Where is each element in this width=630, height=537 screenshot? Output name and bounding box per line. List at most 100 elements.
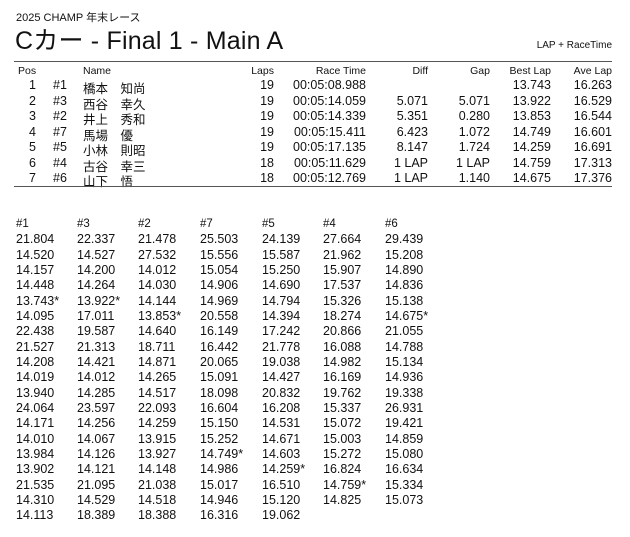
lap-time: 14.794 [262, 293, 301, 308]
lap-time: 14.121 [77, 462, 116, 477]
lap-time: 14.448 [16, 278, 55, 293]
lap-time: 14.394 [262, 308, 301, 323]
cell-laps: 19 [260, 109, 274, 123]
lap-time: 27.664 [323, 232, 362, 247]
lap-time: 15.120 [262, 492, 301, 507]
cell-ave-lap: 16.544 [573, 109, 612, 123]
best-lap-time: 13.853* [138, 308, 182, 323]
cell-best-lap: 14.759 [512, 155, 551, 170]
lap-time: 15.250 [262, 262, 301, 277]
lap-column-header: #1 [16, 218, 29, 230]
lap-time: 14.640 [138, 324, 177, 339]
lap-time: 16.149 [200, 324, 239, 339]
lap-time: 21.535 [16, 477, 55, 492]
lap-time: 14.310 [16, 492, 55, 507]
lap-time: 20.866 [323, 324, 362, 339]
lap-time: 15.091 [200, 370, 239, 385]
best-lap-time: 13.743* [16, 293, 60, 308]
lap-time: 25.503 [200, 232, 239, 247]
lap-time: 14.871 [138, 354, 177, 369]
lap-time: 15.907 [323, 262, 362, 277]
cell-driver-name: 古谷 幸三 [83, 159, 146, 174]
cell-laps: 19 [260, 78, 274, 92]
cell-driver-name: 小林 則昭 [83, 144, 146, 158]
header-ave-lap: Ave Lap [573, 65, 612, 77]
lap-time: 22.093 [138, 400, 177, 415]
cell-ave-lap: 16.263 [573, 78, 612, 92]
cell-best-lap: 13.853 [512, 109, 551, 123]
cell-pos: 1 [29, 78, 36, 92]
lap-time: 19.062 [262, 508, 301, 523]
table-row: 3 #2 井上 秀和 19 00:05:14.339 5.351 0.280 13.853 16… [0, 109, 630, 127]
lap-time: 22.337 [77, 232, 116, 247]
lap-column: #3 22.337 14.527 14.200 14.264 13.922* 17.011 1… [77, 217, 120, 524]
lap-time: 14.986 [200, 462, 239, 477]
lap-time: 19.038 [262, 354, 301, 369]
lap-time: 13.902 [16, 462, 55, 477]
lap-time: 14.019 [16, 370, 55, 385]
lap-time: 14.200 [77, 262, 116, 277]
lap-time: 15.138 [385, 293, 424, 308]
lap-time: 18.098 [200, 385, 239, 400]
header-laps: Laps [251, 65, 274, 77]
best-lap-time: 14.259* [262, 462, 306, 477]
event-name: 2025 CHAMP 年末レース [16, 12, 141, 24]
lap-time: 13.927 [138, 446, 177, 461]
lap-time: 13.984 [16, 446, 55, 461]
lap-time: 20.558 [200, 308, 239, 323]
lap-time: 14.890 [385, 262, 424, 277]
lap-time: 13.915 [138, 431, 177, 446]
cell-ave-lap: 16.691 [573, 140, 612, 154]
lap-column: #4 27.664 21.962 15.907 17.537 15.326 18.274 20… [323, 217, 366, 508]
lap-time: 16.208 [262, 400, 301, 415]
cell-laps: 19 [260, 124, 274, 139]
lap-time: 15.017 [200, 477, 239, 492]
lap-column: #6 29.439 15.208 14.890 14.836 15.138 14.675* 2… [385, 217, 428, 508]
lap-time: 14.067 [77, 431, 116, 446]
lap-time: 24.064 [16, 400, 55, 415]
lap-time: 14.256 [77, 416, 116, 431]
cell-driver-name: 橋本 知尚 [83, 82, 146, 96]
lap-time: 19.587 [77, 324, 116, 339]
lap-column-header: #5 [262, 218, 275, 230]
lap-time: 17.011 [77, 308, 115, 323]
table-row: 6 #4 古谷 幸三 18 00:05:11.629 1 LAP 1 LAP 14.759 17… [0, 155, 630, 174]
lap-time: 15.334 [385, 477, 424, 492]
cell-laps: 19 [260, 93, 274, 108]
lap-time: 14.531 [262, 416, 301, 431]
cell-gap: 5.071 [458, 93, 490, 108]
lap-time: 14.836 [385, 278, 424, 293]
cell-ave-lap: 17.376 [573, 171, 612, 185]
header-race-time: Race Time [315, 65, 366, 77]
lap-column-header: #2 [138, 218, 151, 230]
lap-column-header: #4 [323, 218, 336, 230]
lap-time: 14.012 [77, 370, 116, 385]
cell-best-lap: 13.922 [512, 93, 551, 108]
lap-time: 14.671 [262, 431, 301, 446]
lap-time: 14.421 [77, 354, 116, 369]
cell-gap: 1.724 [458, 140, 490, 154]
cell-ave-lap: 17.313 [573, 155, 612, 170]
lap-time: 15.326 [323, 293, 362, 308]
lap-column: #7 25.503 15.556 15.054 14.906 14.969 20.558 16… [200, 217, 243, 524]
cell-race-time: 00:05:14.059 [293, 93, 366, 108]
lap-time: 14.518 [138, 492, 177, 507]
lap-time: 13.940 [16, 385, 55, 400]
cell-race-time: 00:05:15.411 [293, 124, 366, 139]
cell-ave-lap: 16.529 [573, 93, 612, 108]
page-title: Cカー - Final 1 - Main A [15, 27, 284, 55]
lap-time: 21.478 [138, 232, 177, 247]
best-lap-time: 13.922* [77, 293, 121, 308]
cell-race-time: 00:05:17.135 [293, 140, 366, 154]
cell-pos: 2 [29, 93, 36, 108]
cell-diff: 1 LAP [393, 171, 428, 185]
cell-ave-lap: 16.601 [573, 124, 612, 139]
cell-gap: 0.280 [458, 109, 490, 123]
divider-bottom [14, 186, 612, 187]
lap-time: 14.010 [16, 431, 55, 446]
cell-diff: 1 LAP [393, 155, 428, 170]
lap-time: 14.285 [77, 385, 116, 400]
cell-car-number: #6 [53, 171, 67, 185]
header-gap: Gap [470, 65, 490, 77]
lap-time: 19.762 [323, 385, 362, 400]
